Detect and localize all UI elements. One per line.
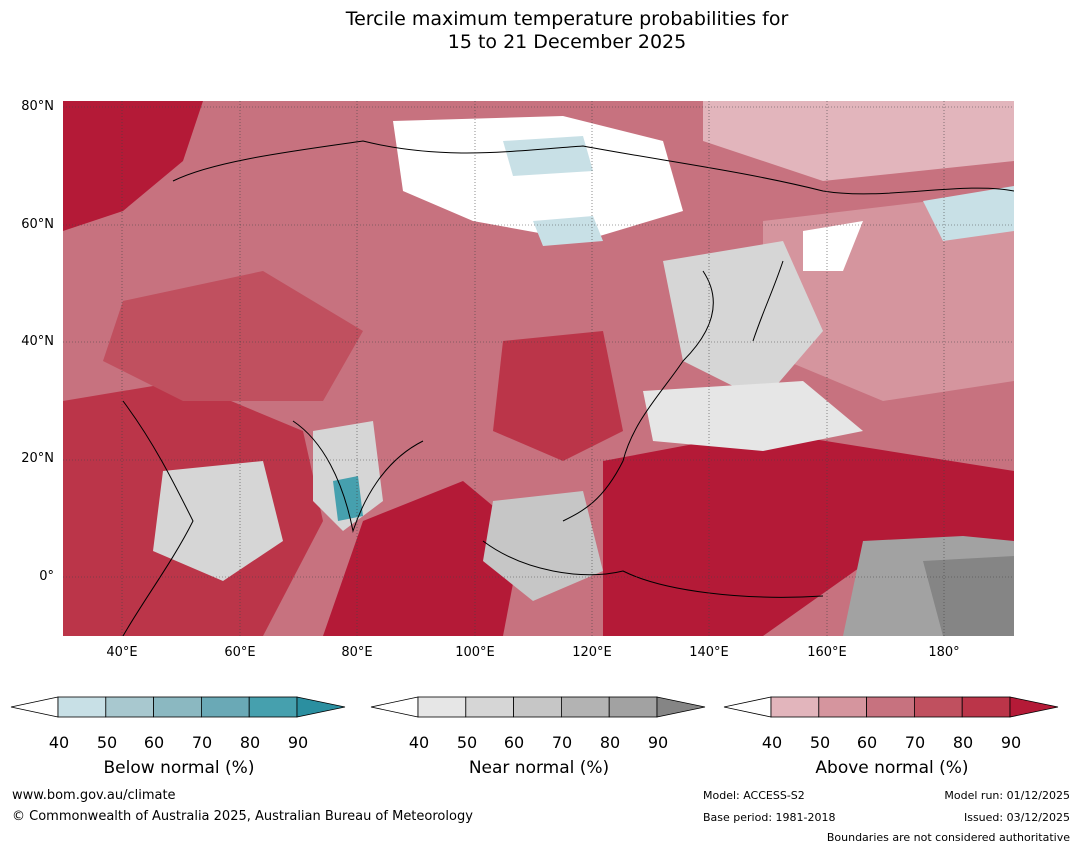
lat-label-80n: 80°N: [21, 99, 54, 114]
coastline-japan: [752, 260, 784, 342]
lat-label-60n: 60°N: [21, 217, 54, 232]
coastline-east-africa: [122, 400, 194, 636]
colorbar-near-segment: [560, 696, 610, 718]
region-above-70-central-asia: [103, 271, 363, 401]
colorbar-above-tick: 80: [952, 733, 974, 752]
lon-label-140e: 140°E: [689, 645, 729, 660]
colorbar-below-normal: [10, 696, 346, 718]
lon-label-100e: 100°E: [455, 645, 495, 660]
colorbar-below-segment: [105, 696, 155, 718]
colorbar-above-segment: [866, 696, 915, 718]
graticule: [63, 101, 1014, 636]
colorbar-near-tick: 40: [408, 733, 430, 752]
region-near-70-maritime: [483, 491, 603, 601]
region-near-90-south-pacific: [923, 556, 1014, 636]
region-above-90-indian-ocean: [323, 481, 523, 636]
region-below-50-bering: [923, 186, 1014, 241]
coastline-arctic: [172, 140, 1014, 195]
colorbar-above-tick: 60: [856, 733, 878, 752]
colorbar-near-tick: 50: [456, 733, 478, 752]
colorbar-near-normal: [370, 696, 706, 718]
colorbar-below-tick: 90: [287, 733, 309, 752]
colorbar-near-tick: 90: [647, 733, 669, 752]
region-near-60-india: [313, 421, 383, 531]
lon-label-80e: 80°E: [341, 645, 373, 660]
colorbar-below-label: Below normal (%): [103, 758, 255, 778]
base-period-text: Base period: 1981-2018: [703, 811, 836, 824]
colorbar-below-high-triangle: [296, 696, 346, 718]
probability-map-svg: [63, 101, 1014, 636]
colorbar-below-low-triangle: [10, 696, 59, 718]
colorbar-above-low-triangle: [723, 696, 772, 718]
lon-label-60e: 60°E: [224, 645, 256, 660]
colorbar-above-tick: 50: [809, 733, 831, 752]
disclaimer-text: Boundaries are not considered authoritat…: [826, 831, 1070, 844]
colorbar-below-tick: 60: [143, 733, 165, 752]
map-title-line2: 15 to 21 December 2025: [447, 31, 687, 53]
colorbar-above-tick: 90: [1000, 733, 1022, 752]
colorbar-below-segment: [200, 696, 250, 718]
region-near-60-northeast: [663, 241, 823, 401]
colorbar-near-low-triangle: [370, 696, 419, 718]
lon-label-40e: 40°E: [106, 645, 138, 660]
colorbar-above-tick: 40: [761, 733, 783, 752]
lat-label-40n: 40°N: [21, 334, 54, 349]
colorbar-near-label: Near normal (%): [468, 758, 610, 778]
issued-text: Issued: 03/12/2025: [963, 811, 1070, 824]
region-above-80-china: [493, 331, 623, 461]
colorbar-near-tick: 70: [551, 733, 573, 752]
lon-label-120e: 120°E: [572, 645, 612, 660]
colorbar-near-tick: 80: [599, 733, 621, 752]
colorbar-below-tick: 70: [191, 733, 213, 752]
lon-label-160e: 160°E: [807, 645, 847, 660]
probability-map: [63, 101, 1014, 636]
colorbar-below-segment: [153, 696, 202, 718]
coastline-india: [292, 420, 424, 533]
lat-label-0: 0°: [39, 569, 54, 584]
region-near-50-pacific: [643, 381, 863, 451]
region-near-60-east-africa: [153, 461, 283, 581]
colorbar-below-tick: 50: [96, 733, 118, 752]
region-below-50-central: [533, 216, 603, 246]
colorbar-above-high-triangle: [1009, 696, 1059, 718]
colorbar-above-tick: 70: [904, 733, 926, 752]
region-below-50-siberia: [503, 136, 593, 176]
map-title: Tercile maximum temperature probabilitie…: [0, 8, 1081, 54]
colorbar-above-normal: [723, 696, 1059, 718]
colorbar-below-segment: [57, 696, 107, 718]
lon-label-180: 180°: [928, 645, 960, 660]
colorbar-near-high-triangle: [656, 696, 706, 718]
colorbar-above-segment: [913, 696, 963, 718]
region-above-90-pacific: [603, 431, 1014, 636]
colorbar-below-tick: 80: [239, 733, 261, 752]
colorbar-near-segment: [608, 696, 658, 718]
region-above-90-europe: [63, 101, 203, 231]
region-below-80-india: [333, 476, 363, 521]
colorbar-above-segment: [818, 696, 868, 718]
colorbar-below-tick: 40: [48, 733, 70, 752]
website-link[interactable]: www.bom.gov.au/climate: [12, 788, 176, 803]
coastline-maritime: [482, 540, 824, 598]
colorbar-near-segment: [417, 696, 467, 718]
colorbar-near-segment: [465, 696, 515, 718]
model-run-text: Model run: 01/12/2025: [944, 789, 1070, 802]
region-no-signal-siberia: [393, 116, 683, 241]
colorbar-above-segment: [961, 696, 1011, 718]
map-title-line1: Tercile maximum temperature probabilitie…: [345, 8, 789, 30]
colorbar-below-segment: [248, 696, 298, 718]
coastline-east-asia: [562, 270, 714, 522]
lat-label-20n: 20°N: [21, 451, 54, 466]
model-text: Model: ACCESS-S2: [703, 789, 805, 802]
colorbar-near-segment: [513, 696, 562, 718]
colorbar-above-label: Above normal (%): [815, 758, 969, 778]
colorbar-near-tick: 60: [503, 733, 525, 752]
copyright-text: © Commonwealth of Australia 2025, Austra…: [12, 809, 473, 824]
region-no-signal-kamchatka: [803, 221, 863, 271]
colorbar-above-segment: [770, 696, 820, 718]
region-above-50-arctic: [703, 101, 1014, 181]
